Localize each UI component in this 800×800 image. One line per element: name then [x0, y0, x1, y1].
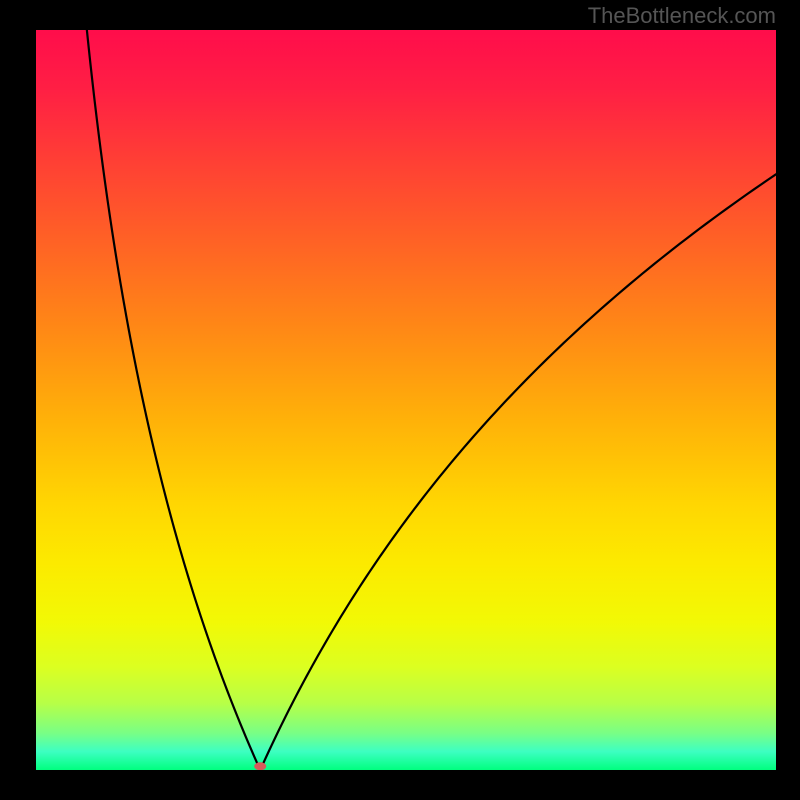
minimum-marker [254, 762, 266, 770]
watermark-text: TheBottleneck.com [588, 3, 776, 29]
outer-frame: TheBottleneck.com [0, 0, 800, 800]
gradient-background [36, 30, 776, 770]
plot-area [36, 30, 776, 770]
plot-svg [36, 30, 776, 770]
